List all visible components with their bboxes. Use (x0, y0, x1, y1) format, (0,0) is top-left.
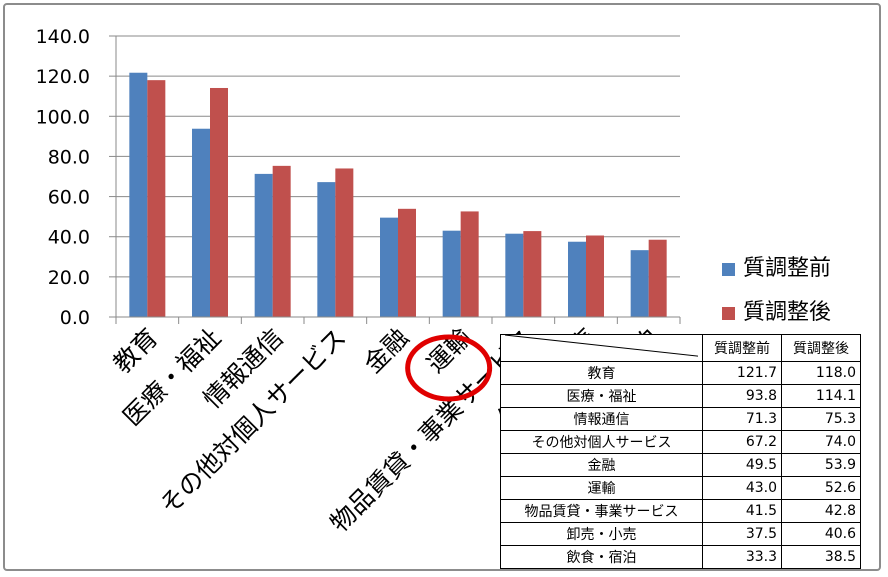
table-row: 医療・福祉 93.8 114.1 (500, 384, 861, 408)
table-cell-category: その他対個人サービス (500, 430, 703, 454)
bar-before (129, 72, 148, 317)
bar-before (442, 230, 461, 317)
y-tick-labels: 0.0 20.0 40.0 60.0 80.0 100.0 120.0 140.0 (36, 26, 116, 329)
table-cell-after: 42.8 (781, 499, 861, 523)
legend-swatch-before (722, 262, 735, 276)
table-cell-after: 75.3 (781, 407, 861, 431)
table-cell-category: 医療・福祉 (500, 384, 703, 408)
table-cell-category: 卸売・小売 (500, 522, 703, 546)
bar-after (460, 211, 479, 317)
bar-before (568, 241, 586, 317)
y-tick-label: 140.0 (36, 26, 90, 48)
table-row: 情報通信 71.3 75.3 (500, 407, 861, 431)
bar-before (254, 173, 273, 317)
data-table: 質調整前 質調整後 教育 121.7 118.0 医療・福祉 93.8 114.1 情報通信… (500, 334, 861, 569)
bar-after (210, 87, 228, 317)
table-cell-category: 情報通信 (500, 407, 703, 431)
table-header-row: 質調整前 質調整後 (500, 334, 861, 362)
table-cell-category: 教育 (500, 361, 703, 385)
chart-frame (3, 3, 881, 571)
table-cell-category: 飲食・宿泊 (500, 545, 703, 569)
y-tick-label: 40.0 (48, 227, 90, 249)
legend-label-after: 質調整後 (743, 300, 832, 325)
table-cell-before: 43.0 (702, 476, 782, 500)
table-header-after: 質調整後 (781, 334, 861, 362)
legend-swatch-after (722, 306, 735, 320)
table-row: 卸売・小売 37.5 40.6 (500, 522, 861, 546)
table-cell-before: 121.7 (702, 361, 782, 385)
y-tick-label: 100.0 (36, 106, 90, 128)
bar-after (398, 208, 416, 317)
highlight-circle (405, 334, 493, 402)
table-cell-before: 41.5 (702, 499, 782, 523)
table-cell-before: 33.3 (702, 545, 782, 569)
legend-label-before: 質調整前 (743, 256, 832, 281)
bar-after (586, 235, 604, 317)
table-cell-after: 52.6 (781, 476, 861, 500)
y-tick-label: 80.0 (48, 146, 90, 168)
bar-after (648, 239, 667, 317)
table-cell-after: 114.1 (781, 384, 861, 408)
y-tick-label: 120.0 (36, 66, 90, 88)
table-cell-after: 118.0 (781, 361, 861, 385)
x-tick-label: 運輸 (421, 323, 477, 379)
legend-item-before: 質調整前 (722, 250, 831, 282)
table-row: その他対個人サービス 67.2 74.0 (500, 430, 861, 454)
table-cell-before: 67.2 (702, 430, 782, 454)
table-cell-after: 40.6 (781, 522, 861, 546)
table-cell-after: 53.9 (781, 453, 861, 477)
y-tick-label: 60.0 (48, 187, 90, 209)
bar-after (523, 231, 542, 317)
bars (129, 72, 667, 318)
table-cell-before: 49.5 (702, 453, 782, 477)
table-corner-diagonal (504, 334, 707, 358)
table-row: 飲食・宿泊 33.3 38.5 (500, 545, 861, 569)
table-cell-category: 金融 (500, 453, 703, 477)
bar-after (335, 168, 354, 317)
table-cell-after: 38.5 (781, 545, 861, 569)
y-tick-label: 0.0 (60, 307, 90, 329)
table-cell-after: 74.0 (781, 430, 861, 454)
table-row: 金融 49.5 53.9 (500, 453, 861, 477)
table-cell-category: 運輸 (500, 476, 703, 500)
table-row: 教育 121.7 118.0 (500, 361, 861, 385)
table-row: 運輸 43.0 52.6 (500, 476, 861, 500)
y-tick-label: 20.0 (48, 267, 90, 289)
bar-before (380, 217, 398, 317)
bar-before (505, 233, 524, 317)
bar-before (630, 250, 649, 317)
table-corner-cell (500, 334, 707, 362)
axes (115, 36, 681, 324)
table-row: 物品賃貸・事業サービス 41.5 42.8 (500, 499, 861, 523)
bar-before (317, 182, 336, 317)
table-cell-category: 物品賃貸・事業サービス (500, 499, 703, 523)
bar-after (147, 80, 166, 318)
bar-before (192, 128, 210, 317)
x-tick-label: 教育 (108, 323, 164, 379)
highlight-ellipse (405, 334, 493, 402)
legend-item-after: 質調整後 (722, 294, 831, 326)
table-cell-before: 93.8 (702, 384, 782, 408)
table-cell-before: 71.3 (702, 407, 782, 431)
table-cell-before: 37.5 (702, 522, 782, 546)
table-header-before: 質調整前 (702, 334, 782, 362)
bar-after (272, 165, 291, 317)
